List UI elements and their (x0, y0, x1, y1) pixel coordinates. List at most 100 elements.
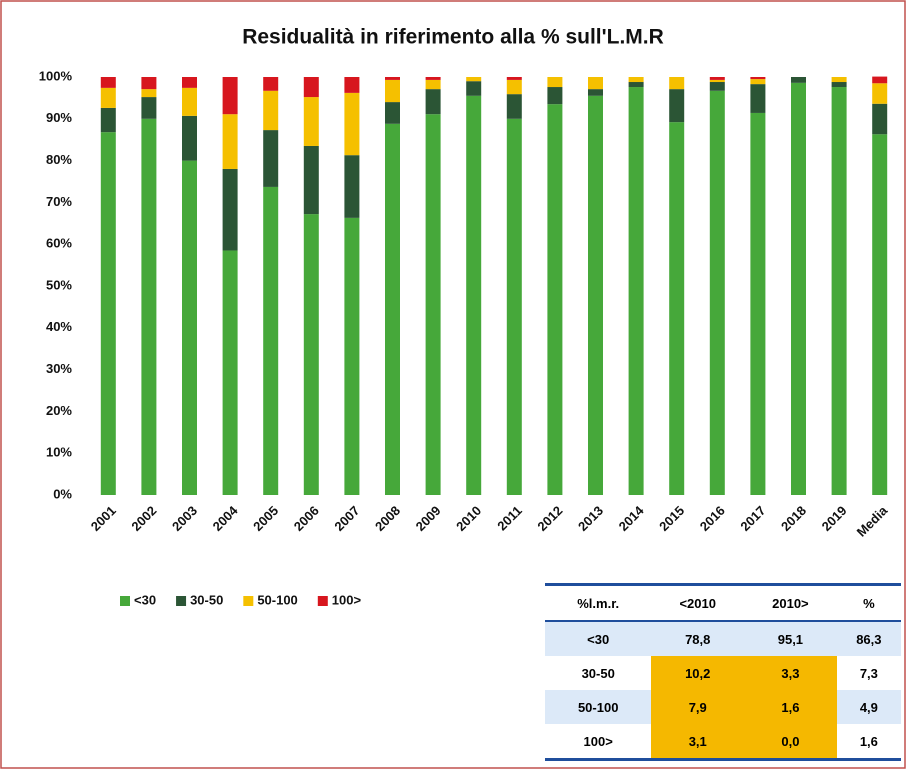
legend-swatch (243, 596, 254, 606)
summary-table: %l.m.r. <2010 2010>% <30 78,8 95,1 86,3 30-50 10… (545, 583, 901, 761)
bar-segment (100, 87, 116, 108)
y-tick-label: 60% (46, 236, 72, 251)
table-cell: 3,3 (744, 656, 837, 690)
bar-segment (669, 77, 685, 90)
bar-segment (263, 77, 279, 91)
y-tick-label: 40% (46, 319, 72, 334)
y-tick-label: 50% (46, 277, 72, 292)
bar-segment (222, 77, 238, 115)
bar-segment (872, 83, 888, 104)
bar-segment (100, 132, 116, 495)
bar-segment (344, 92, 360, 156)
bar-segment (141, 97, 157, 119)
bar-segment (750, 79, 766, 85)
table-cell: 10,2 (651, 656, 745, 690)
table-cell: <30 (545, 621, 652, 656)
bar-segment (669, 89, 685, 123)
y-tick-label: 90% (46, 110, 72, 125)
bar-segment (709, 79, 725, 83)
table-header-cell: %l.m.r. (545, 583, 652, 622)
bar-segment (872, 103, 888, 135)
bar-segment (831, 77, 847, 83)
bar-segment (222, 250, 238, 495)
table-cell: 1,6 (836, 724, 901, 761)
chart-title: Residualità in riferimento alla % sull'L… (242, 26, 664, 49)
bar-segment (182, 77, 197, 88)
bar-segment (263, 90, 279, 131)
bar-segment (709, 82, 725, 91)
bar-segment (791, 82, 806, 496)
bar-segment (303, 77, 319, 98)
bar-segment (222, 168, 238, 251)
legend-swatch (176, 596, 187, 606)
bar-segment (709, 90, 725, 495)
bar-segment (141, 77, 157, 90)
y-tick-label: 10% (46, 445, 72, 460)
legend-label: 100> (332, 592, 362, 607)
bar-segment (303, 97, 319, 146)
table-header-cell: 2010> (744, 583, 837, 622)
bar-segment (628, 82, 644, 88)
table-header-cell: <2010 (651, 583, 745, 622)
y-tick-label: 100% (39, 68, 73, 83)
bar-segment (344, 155, 360, 218)
bar-segment (506, 94, 522, 119)
y-tick-label: 70% (46, 194, 72, 209)
bar-segment (831, 87, 847, 496)
table-row: 100> 3,1 0,0 1,6 (545, 724, 901, 761)
table-cell: 100> (545, 724, 652, 761)
table-cell: 86,3 (836, 621, 901, 656)
table-cell: 50-100 (545, 690, 652, 724)
bar-segment (750, 84, 766, 113)
table-cell: 0,0 (744, 724, 837, 761)
bar-segment (466, 77, 482, 82)
table-header-row: %l.m.r. <2010 2010>% (545, 583, 901, 622)
bar-segment (628, 77, 644, 83)
bar-segment (750, 77, 766, 80)
bar-segment (263, 130, 279, 187)
table-row: 30-50 10,2 3,3 7,3 (545, 656, 901, 690)
bar-segment (872, 134, 888, 496)
y-tick-label: 30% (46, 361, 72, 376)
table-cell: 95,1 (744, 621, 837, 656)
bar-segment (344, 217, 360, 495)
table-cell: 3,1 (651, 724, 745, 761)
table-cell: 4,9 (836, 690, 901, 724)
legend-label: <30 (134, 592, 156, 607)
bar-segment (506, 118, 522, 496)
bar-segment (385, 79, 400, 103)
bar-segment (709, 77, 725, 80)
table-cell: 1,6 (744, 690, 837, 724)
bar-segment (425, 77, 441, 80)
bar-segment (303, 214, 319, 495)
bar-segment (547, 104, 563, 496)
bar-segment (791, 77, 806, 83)
bar-segment (222, 114, 238, 169)
bar-segment (303, 145, 319, 215)
bar-segment (588, 95, 603, 495)
bar-segment (831, 82, 847, 88)
table-cell: 78,8 (651, 621, 745, 656)
bar-segment (141, 89, 157, 98)
y-tick-label: 80% (46, 152, 72, 167)
bar-segment (588, 77, 603, 90)
bar-segment (506, 77, 522, 80)
bar-segment (547, 87, 563, 105)
table-row: <30 78,8 95,1 86,3 (545, 621, 901, 656)
legend-swatch (317, 596, 328, 606)
table-cell: 7,3 (836, 656, 901, 690)
bar-segment (547, 77, 563, 88)
bar-segment (385, 102, 400, 124)
table-cell: 7,9 (651, 690, 745, 724)
bar-segment (425, 114, 441, 496)
bar-segment (669, 122, 685, 496)
bar-segment (588, 89, 603, 96)
bar-segment (425, 89, 441, 115)
bar-segment (385, 123, 400, 495)
y-tick-label: 20% (46, 403, 72, 418)
table-cell: 30-50 (545, 656, 652, 690)
legend-label: 50-100 (257, 592, 297, 607)
bar-segment (263, 186, 279, 495)
